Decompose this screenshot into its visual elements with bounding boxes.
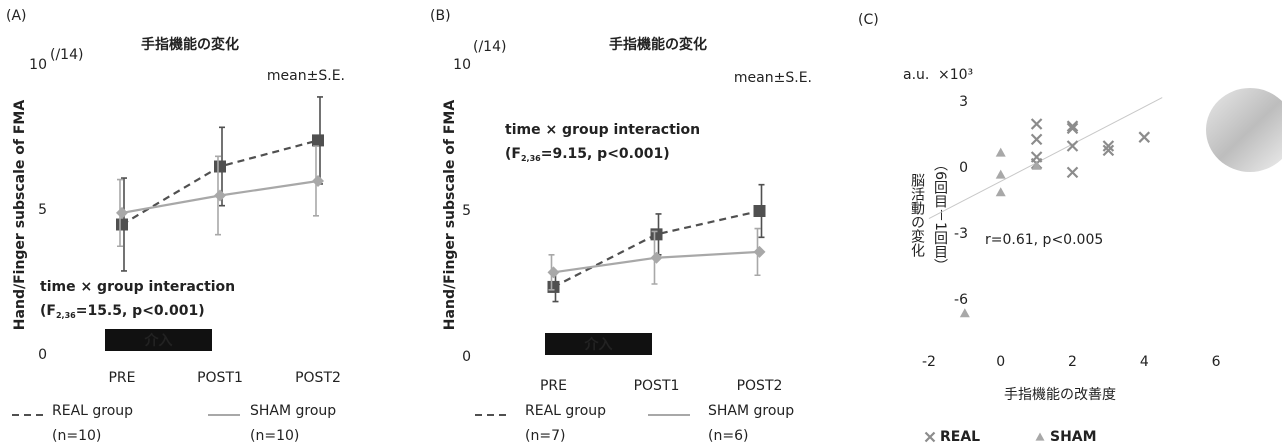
marker-square bbox=[651, 228, 663, 240]
marker-x bbox=[1032, 119, 1042, 129]
marker-triangle bbox=[960, 308, 970, 317]
y-unit: (/14) bbox=[473, 39, 506, 55]
stat-suffix: =15.5, p<0.001) bbox=[76, 303, 205, 319]
marker-triangle bbox=[1032, 161, 1042, 170]
stat-prefix: (F bbox=[40, 303, 56, 319]
unit-label: a.u. bbox=[903, 67, 929, 83]
x-tick-label: 4 bbox=[1140, 354, 1149, 370]
marker-diamond bbox=[651, 252, 663, 264]
x-tick-label: PRE bbox=[108, 370, 135, 386]
series-line bbox=[554, 211, 760, 287]
brain-image bbox=[1206, 88, 1282, 172]
y-tick-label: 3 bbox=[959, 94, 968, 110]
marker-square bbox=[116, 219, 128, 231]
marker-diamond bbox=[116, 207, 128, 219]
y-tick-label: 0 bbox=[959, 160, 968, 176]
marker-diamond bbox=[214, 190, 226, 202]
stat-prefix: (F bbox=[505, 146, 521, 162]
marker-triangle bbox=[996, 170, 1006, 179]
marker-square bbox=[548, 281, 560, 293]
y-tick-label: -3 bbox=[954, 226, 968, 242]
x-tick-label: 0 bbox=[996, 354, 1005, 370]
legend-n: (n=7) bbox=[525, 428, 565, 444]
stat-suffix: =9.15, p<0.001) bbox=[541, 146, 670, 162]
x-tick-label: -2 bbox=[922, 354, 936, 370]
y-tick-label: 10 bbox=[453, 57, 471, 73]
marker-x bbox=[1139, 132, 1149, 142]
trend-line bbox=[929, 98, 1162, 219]
marker-triangle bbox=[1036, 433, 1045, 441]
stat-sub: 2,36 bbox=[521, 154, 541, 163]
x-tick-label: 6 bbox=[1212, 354, 1221, 370]
panel-label: (C) bbox=[858, 12, 879, 28]
y-tick-label: 5 bbox=[462, 203, 471, 219]
y-axis-label: Hand/Finger subscale of FMA bbox=[12, 100, 28, 331]
marker-square bbox=[312, 134, 324, 146]
note: mean±S.E. bbox=[734, 70, 812, 86]
marker-x bbox=[1032, 134, 1042, 144]
marker-diamond bbox=[312, 175, 324, 187]
marker-diamond bbox=[754, 246, 766, 258]
legend-label: SHAM bbox=[1050, 429, 1097, 445]
y-tick-label: 5 bbox=[38, 202, 47, 218]
legend-n: (n=10) bbox=[52, 428, 101, 444]
scale-label: ×10³ bbox=[938, 67, 973, 83]
page: (A) 手指機能の変化 (/14) mean±S.E. Hand/Finger subs… bbox=[0, 0, 1282, 447]
x-tick-label: POST1 bbox=[197, 370, 243, 386]
y-tick-label: 10 bbox=[29, 57, 47, 73]
intervention-label: 介入 bbox=[144, 332, 173, 349]
y-axis-label: Hand/Finger subscale of FMA bbox=[442, 100, 458, 331]
legend-n: (n=6) bbox=[708, 428, 748, 444]
figure: (A) 手指機能の変化 (/14) mean±S.E. Hand/Finger subs… bbox=[0, 0, 1282, 447]
y-axis-label: 脳活動の変化 bbox=[909, 173, 925, 258]
legend-label: SHAM group bbox=[708, 403, 794, 419]
marker-square bbox=[214, 161, 226, 173]
legend-label: REAL group bbox=[525, 403, 606, 419]
series-line bbox=[122, 140, 318, 224]
note: mean±S.E. bbox=[267, 68, 345, 84]
legend-n: (n=10) bbox=[250, 428, 299, 444]
y-unit: (/14) bbox=[50, 47, 83, 63]
x-tick-label: POST2 bbox=[737, 378, 783, 394]
legend-label: REAL group bbox=[52, 403, 133, 419]
y-tick-label: -6 bbox=[954, 292, 968, 308]
title: 手指機能の変化 bbox=[141, 36, 239, 53]
intervention-label: 介入 bbox=[584, 336, 613, 353]
marker-x bbox=[1068, 167, 1078, 177]
interaction-stat: (F2,36=15.5, p<0.001) bbox=[40, 303, 205, 320]
marker-diamond bbox=[548, 266, 560, 278]
panel-label: (A) bbox=[6, 8, 27, 24]
marker-x bbox=[926, 433, 935, 442]
marker-triangle bbox=[996, 187, 1006, 196]
annotation: r=0.61, p<0.005 bbox=[985, 232, 1103, 248]
x-tick-label: POST1 bbox=[634, 378, 680, 394]
interaction-stat: (F2,36=9.15, p<0.001) bbox=[505, 146, 670, 163]
legend-label: SHAM group bbox=[250, 403, 336, 419]
x-tick-label: 2 bbox=[1068, 354, 1077, 370]
x-axis-label: 手指機能の改善度 bbox=[1004, 387, 1116, 403]
panel-label: (B) bbox=[430, 8, 451, 24]
title: 手指機能の変化 bbox=[609, 36, 707, 53]
y-axis-sublabel: （6回目－1回目） bbox=[932, 157, 948, 273]
x-tick-label: PRE bbox=[540, 378, 567, 394]
legend-label: REAL bbox=[940, 429, 980, 445]
stat-sub: 2,36 bbox=[56, 311, 76, 320]
marker-triangle bbox=[996, 148, 1006, 157]
y-tick-label: 0 bbox=[38, 347, 47, 363]
interaction-text: time × group interaction bbox=[505, 122, 700, 138]
y-tick-label: 0 bbox=[462, 349, 471, 365]
interaction-text: time × group interaction bbox=[40, 279, 235, 295]
marker-square bbox=[754, 205, 766, 217]
x-tick-label: POST2 bbox=[295, 370, 341, 386]
